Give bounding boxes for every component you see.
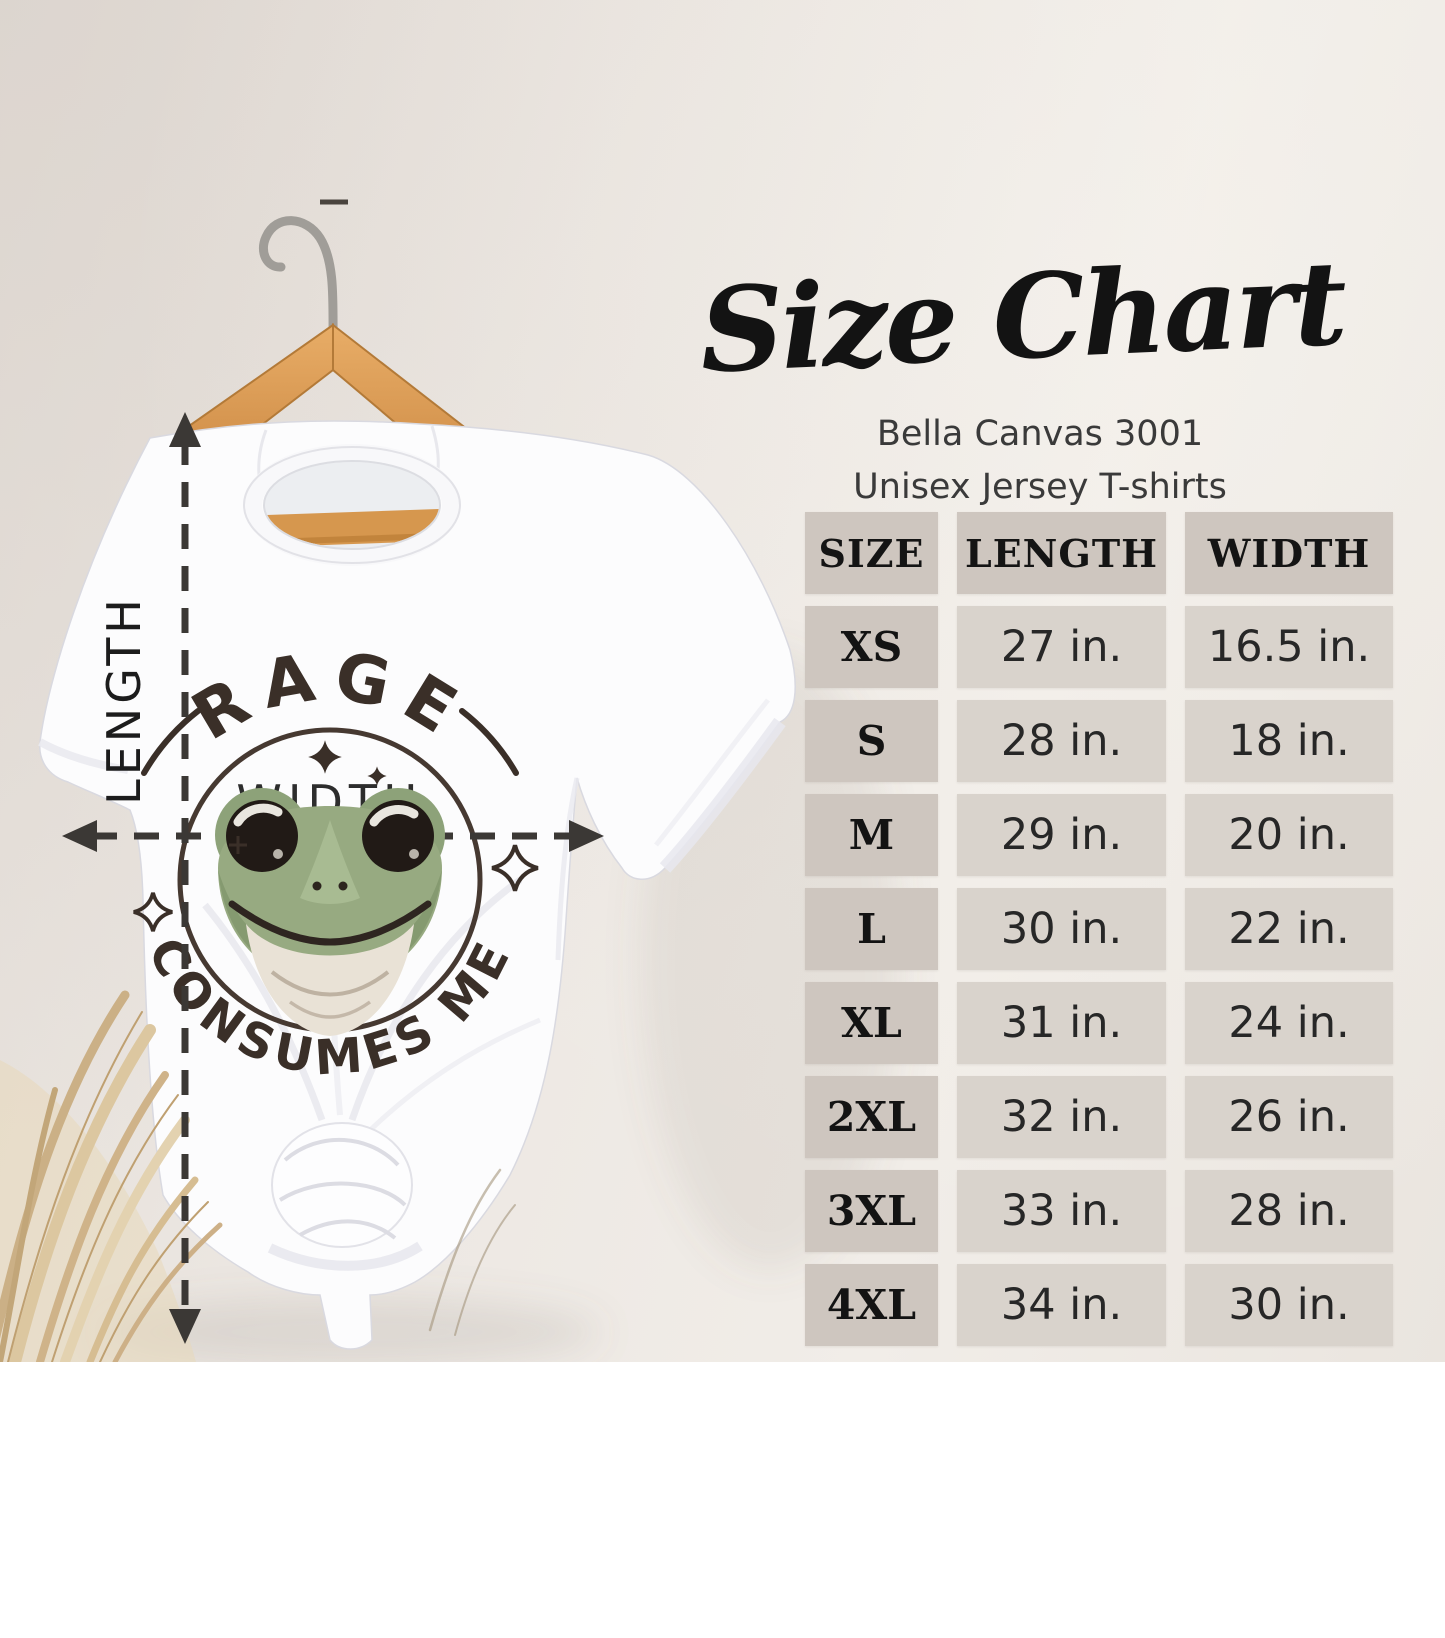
width-cell: 22 in. <box>1185 888 1393 970</box>
frog-illustration <box>215 788 445 1036</box>
header-cell-size: SIZE <box>805 512 938 594</box>
right-cuff-line <box>654 698 770 847</box>
left-shoulder-seam <box>257 429 268 477</box>
subtitle-line-1: Bella Canvas 3001 <box>876 414 1204 454</box>
deco-arc-right <box>459 708 519 776</box>
size-cell: 4XL <box>805 1264 938 1346</box>
subtitle: Bella Canvas 3001 Unisex Jersey T-shirts <box>790 408 1290 513</box>
length-cell: 30 in. <box>957 888 1166 970</box>
width-arrow <box>62 820 604 852</box>
right-shoulder-seam <box>430 425 440 471</box>
hanger-hook <box>258 216 338 353</box>
plus-sparkle-icon <box>229 836 247 854</box>
deco-arc-left <box>141 708 201 776</box>
side-crease <box>555 777 580 961</box>
fold-1 <box>348 877 523 1122</box>
width-cell: 20 in. <box>1185 794 1393 876</box>
right-cuff-fold <box>659 717 786 873</box>
size-chart-title: Size Chart <box>697 235 1347 400</box>
size-cell: XL <box>805 982 938 1064</box>
width-cell: 26 in. <box>1185 1076 1393 1158</box>
size-cell: XS <box>805 606 938 688</box>
length-cell: 31 in. <box>957 982 1166 1064</box>
left-cuff-fold <box>38 738 129 774</box>
width-cell: 16.5 in. <box>1185 606 1393 688</box>
header-cell-width: WIDTH <box>1185 512 1393 594</box>
frog-mouth <box>228 900 432 946</box>
collar-band <box>244 444 460 566</box>
length-cell: 34 in. <box>957 1264 1166 1346</box>
size-cell: 2XL <box>805 1076 938 1158</box>
width-cell: 18 in. <box>1185 700 1393 782</box>
length-arrow <box>169 412 201 1344</box>
width-cell: 24 in. <box>1185 982 1393 1064</box>
size-cell: S <box>805 700 938 782</box>
length-cell: 28 in. <box>957 700 1166 782</box>
width-cell: 30 in. <box>1185 1264 1393 1346</box>
width-cell: 28 in. <box>1185 1170 1393 1252</box>
subtitle-line-2: Unisex Jersey T-shirts <box>853 466 1227 507</box>
pampas-grass <box>0 990 516 1362</box>
collar-outer-edge <box>243 446 461 564</box>
size-table: SIZE LENGTH WIDTH XS 27 in. 16.5 in. S 2… <box>805 512 1394 1346</box>
size-cell: 3XL <box>805 1170 938 1252</box>
length-cell: 32 in. <box>957 1076 1166 1158</box>
knot <box>267 1122 423 1271</box>
photo-area: RAGE CONSUMES ME WIDTH <box>0 0 1445 1362</box>
collar-inner-edge <box>263 460 441 550</box>
length-cell: 27 in. <box>957 606 1166 688</box>
size-cell: M <box>805 794 938 876</box>
fold-3 <box>202 902 326 1122</box>
fold-4 <box>358 1017 541 1142</box>
frog-throat <box>246 924 414 1036</box>
size-cell: L <box>805 888 938 970</box>
length-measure-label: LENGTH <box>97 595 151 805</box>
length-cell: 33 in. <box>957 1170 1166 1252</box>
header-cell-length: LENGTH <box>957 512 1166 594</box>
length-cell: 29 in. <box>957 794 1166 876</box>
